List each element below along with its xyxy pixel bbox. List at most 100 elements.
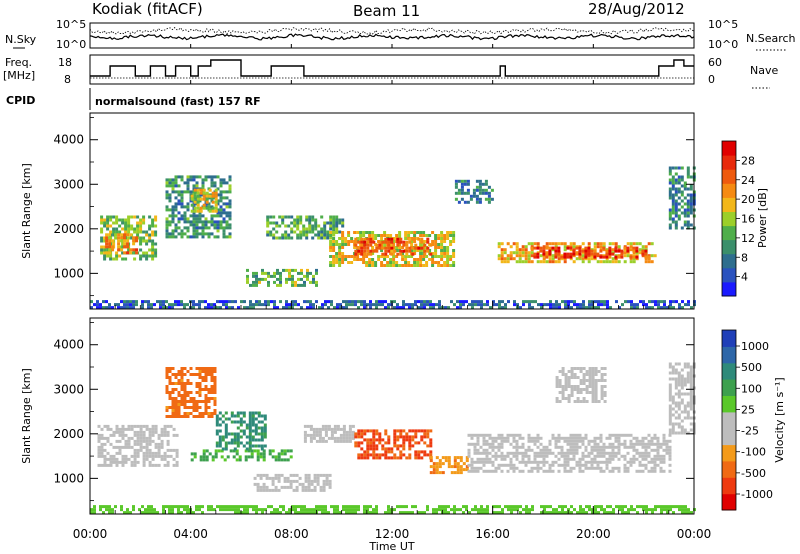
heatmap-cell — [443, 261, 447, 264]
heatmap-cell — [579, 508, 582, 512]
heatmap-cell — [360, 456, 364, 460]
heatmap-cell — [423, 429, 427, 433]
heatmap-cell — [452, 252, 456, 255]
heatmap-cell — [666, 306, 669, 310]
heatmap-cell — [363, 432, 367, 436]
heatmap-cell — [525, 508, 528, 512]
heatmap-cell — [213, 370, 217, 373]
heatmap-cell — [222, 232, 226, 236]
heatmap-cell — [275, 236, 279, 240]
heatmap-cell — [569, 248, 573, 252]
heatmap-cell — [387, 441, 391, 445]
heatmap-cell — [366, 456, 370, 460]
heatmap-cell — [674, 211, 678, 215]
heatmap-cell — [481, 191, 485, 195]
heatmap-cell — [593, 255, 597, 259]
heatmap-cell — [603, 394, 607, 397]
heatmap-cell — [168, 511, 171, 515]
heatmap-cell — [195, 235, 199, 239]
heatmap-cell — [689, 374, 693, 378]
heatmap-cell — [521, 445, 525, 449]
heatmap-cell — [216, 187, 220, 191]
heatmap-cell — [347, 243, 351, 246]
heatmap-cell — [462, 505, 465, 509]
heatmap-cell — [429, 243, 433, 247]
heatmap-cell — [380, 255, 384, 258]
heatmap-cell — [437, 234, 441, 237]
heatmap-cell — [563, 245, 567, 249]
heatmap-cell — [429, 471, 433, 475]
heatmap-cell — [183, 394, 187, 397]
freq-strip: Freq. [MHz] 18 8 60 0 Nave — [3, 54, 778, 89]
heatmap-cell — [594, 400, 598, 403]
heatmap-cell — [668, 389, 672, 393]
heatmap-cell — [440, 252, 444, 255]
heatmap-cell — [219, 190, 223, 194]
heatmap-cell — [497, 242, 501, 246]
heatmap-cell — [545, 255, 549, 259]
heatmap-cell — [159, 306, 162, 310]
heatmap-cell — [686, 401, 690, 405]
heatmap-cell — [468, 511, 471, 515]
heatmap-cell — [665, 445, 669, 449]
heatmap-cell — [261, 303, 264, 307]
heatmap-cell — [684, 303, 687, 307]
heatmap-cell — [410, 264, 414, 267]
heatmap-cell — [180, 376, 184, 379]
heatmap-cell — [426, 300, 429, 304]
heatmap-cell — [204, 373, 208, 376]
heatmap-cell — [210, 391, 214, 394]
heatmap-cell — [166, 454, 170, 458]
heatmap-cell — [671, 413, 675, 417]
heatmap-cell — [660, 511, 663, 515]
heatmap-cell — [390, 456, 394, 460]
heatmap-cell — [359, 231, 363, 234]
heatmap-cell — [220, 449, 224, 453]
heatmap-cell — [249, 283, 252, 287]
heatmap-cell — [262, 473, 266, 477]
heatmap-cell — [423, 511, 426, 515]
heatmap-cell — [429, 456, 433, 460]
velocity-colorbar-tick-label: 1000 — [741, 340, 769, 353]
heatmap-cell — [614, 433, 618, 437]
heatmap-cell — [599, 466, 603, 470]
heatmap-cell — [677, 166, 681, 170]
heatmap-cell — [174, 229, 178, 233]
heatmap-cell — [210, 415, 214, 418]
heatmap-cell — [564, 505, 567, 509]
heatmap-cell — [118, 430, 122, 434]
heatmap-cell — [105, 239, 109, 243]
heatmap-cell — [386, 264, 390, 267]
heatmap-cell — [318, 306, 321, 310]
heatmap-cell — [127, 221, 131, 225]
heatmap-cell — [635, 469, 639, 473]
heatmap-cell — [213, 220, 217, 224]
heatmap-cell — [453, 471, 457, 475]
heatmap-cell — [93, 511, 96, 515]
heatmap-cell — [148, 451, 152, 455]
heatmap-cell — [456, 300, 459, 304]
heatmap-cell — [148, 433, 152, 437]
heatmap-cell — [653, 436, 657, 440]
heatmap-cell — [145, 239, 149, 243]
heatmap-cell — [279, 271, 282, 275]
heatmap-cell — [219, 193, 223, 197]
heatmap-cell — [168, 220, 172, 224]
heatmap-cell — [127, 457, 131, 461]
heatmap-cell — [684, 505, 687, 509]
heatmap-cell — [297, 283, 300, 287]
heatmap-cell — [289, 455, 293, 459]
heatmap-cell — [564, 397, 568, 400]
heatmap-cell — [213, 184, 217, 188]
heatmap-cell — [157, 454, 161, 458]
heatmap-cell — [599, 255, 603, 259]
heatmap-cell — [416, 258, 420, 261]
heatmap-cell — [614, 249, 618, 253]
heatmap-cell — [572, 466, 576, 470]
heatmap-cell — [186, 175, 190, 179]
heatmap-cell — [97, 424, 101, 428]
heatmap-cell — [393, 300, 396, 304]
heatmap-cell — [435, 511, 438, 515]
heatmap-cell — [239, 441, 243, 445]
